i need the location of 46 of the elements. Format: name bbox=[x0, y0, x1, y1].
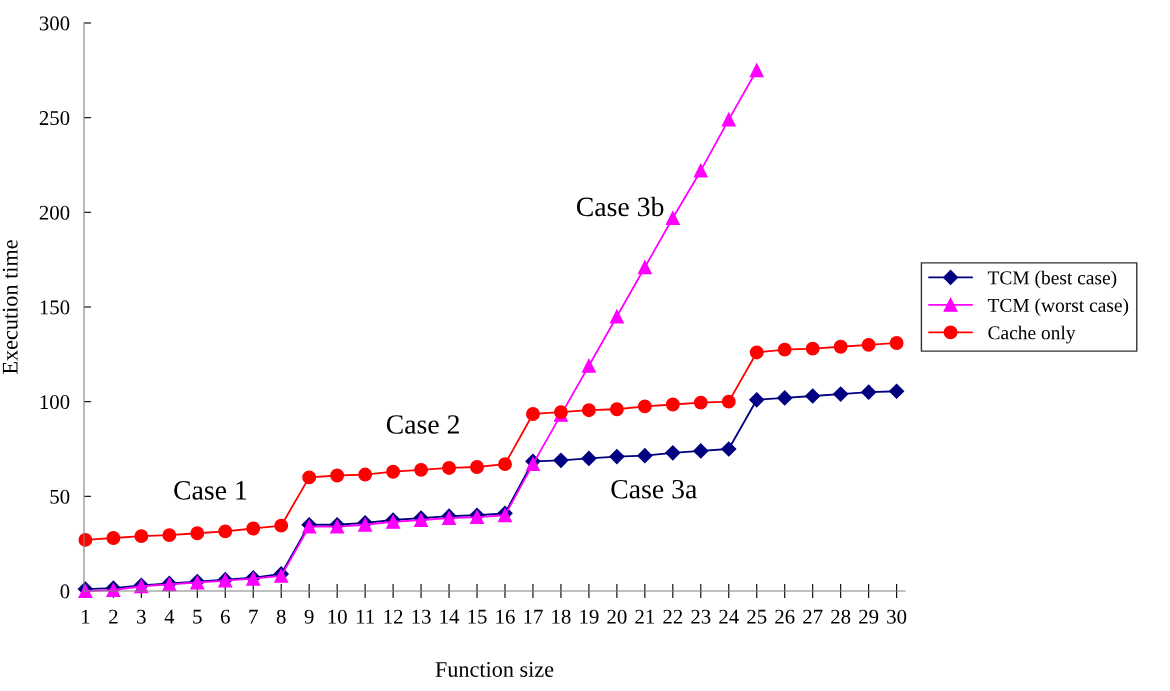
x-tick-label: 23 bbox=[691, 609, 711, 624]
annotation: Case 3b bbox=[576, 196, 664, 217]
legend-label: TCM (worst case) bbox=[987, 298, 1129, 316]
y-tick-label: 250 bbox=[39, 111, 70, 126]
x-tick-label: 13 bbox=[412, 609, 431, 624]
annotation: Case 2 bbox=[386, 415, 459, 434]
x-tick-label: 5 bbox=[193, 609, 202, 624]
y-tick-label: 0 bbox=[60, 584, 70, 599]
x-tick-label: 20 bbox=[607, 609, 627, 624]
x-tick-label: 10 bbox=[328, 609, 347, 624]
y-tick-label: 150 bbox=[40, 300, 70, 315]
x-tick-label: 16 bbox=[496, 609, 515, 624]
x-tick-label: 1 bbox=[82, 609, 90, 624]
annotation: Case 1 bbox=[174, 481, 247, 500]
y-tick-label: 300 bbox=[39, 16, 70, 31]
x-tick-label: 17 bbox=[524, 609, 543, 624]
x-tick-label: 6 bbox=[220, 609, 230, 624]
annotation: Case 3a bbox=[611, 479, 697, 499]
x-tick-label: 9 bbox=[304, 609, 314, 624]
legend-label: Cache only bbox=[988, 325, 1076, 344]
y-tick-label: 100 bbox=[40, 395, 70, 410]
x-tick-label: 15 bbox=[468, 609, 487, 624]
x-tick-label: 2 bbox=[109, 609, 118, 624]
x-tick-label: 3 bbox=[137, 609, 146, 624]
x-axis-title: Function size bbox=[435, 661, 554, 677]
x-tick-label: 19 bbox=[580, 609, 599, 624]
x-tick-label: 30 bbox=[887, 609, 907, 624]
x-tick-label: 22 bbox=[663, 609, 683, 624]
x-tick-label: 4 bbox=[164, 609, 175, 624]
x-tick-label: 27 bbox=[803, 609, 823, 624]
x-tick-label: 21 bbox=[635, 609, 655, 624]
y-tick-label: 50 bbox=[50, 489, 70, 504]
y-axis-title: Execution time bbox=[2, 240, 18, 374]
x-tick-label: 29 bbox=[859, 609, 879, 624]
x-tick-label: 8 bbox=[276, 609, 286, 624]
x-tick-label: 25 bbox=[747, 609, 767, 624]
x-tick-label: 28 bbox=[831, 609, 851, 624]
y-tick-label: 200 bbox=[39, 205, 70, 220]
x-tick-label: 26 bbox=[775, 609, 795, 624]
x-tick-label: 7 bbox=[249, 609, 258, 624]
x-tick-label: 18 bbox=[552, 609, 571, 624]
x-tick-label: 11 bbox=[356, 609, 374, 624]
x-tick-label: 12 bbox=[384, 609, 403, 624]
legend-label: TCM (best case) bbox=[987, 270, 1117, 289]
x-tick-label: 14 bbox=[440, 609, 460, 624]
x-tick-label: 24 bbox=[719, 609, 739, 624]
